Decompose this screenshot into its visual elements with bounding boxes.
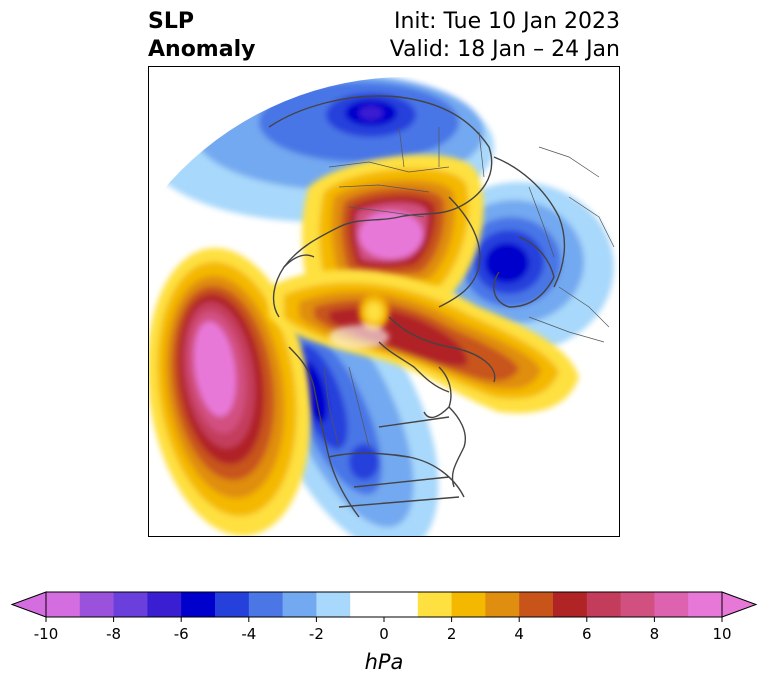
colorbar-over-arrow [721,591,758,618]
colorbar-band [316,592,351,617]
colorbar-band [586,592,622,617]
title-line-slp: SLP [148,9,194,34]
forecast-dates: Init: Tue 10 Jan 2023 Valid: 18 Jan – 24… [390,8,620,64]
valid-range: Valid: 18 Jan – 24 Jan [389,37,620,62]
colorbar-band [688,592,723,617]
colorbar-band [181,592,216,617]
colorbar-ticks: -10 -8 -6 -4 -2 0 2 4 6 8 10 [34,617,732,643]
country-borders [323,126,615,448]
colorbar-band [553,592,588,617]
colorbar-band [147,592,182,617]
colorbar-band [215,592,250,617]
colorbar-unit-label: hPa [365,650,404,674]
colorbar-tick-label: 2 [447,625,457,643]
colorbar-tick-label: -2 [309,625,324,643]
colorbar-tick-label: 0 [379,625,389,643]
slp-anomaly-map [149,77,619,536]
colorbar-band [282,592,317,617]
coastlines [268,95,566,518]
colorbar: -10 -8 -6 -4 -2 0 2 4 6 8 10 hPa [10,591,758,674]
colorbar-band [519,592,554,617]
colorbar-under-arrow [10,591,47,618]
colorbar-tick-label: 10 [712,625,731,643]
colorbar-tick-label: 4 [514,625,524,643]
colorbar-bands [46,592,723,617]
colorbar-band [654,592,689,617]
colorbar-band [79,592,115,617]
colorbar-band [248,592,284,617]
colorbar-band [350,592,419,617]
colorbar-tick-label: -6 [174,625,189,643]
colorbar-band [451,592,486,617]
init-date: Init: Tue 10 Jan 2023 [393,9,620,34]
colorbar-band [620,592,655,617]
colorbar-tick-label: -8 [106,625,121,643]
map-panel [148,66,620,537]
colorbar-band [485,592,520,617]
colorbar-tick-label: -10 [34,625,59,643]
colorbar-band [417,592,453,617]
anomaly-contours [149,77,619,536]
colorbar-tick-label: 8 [650,625,660,643]
colorbar-tick-label: 6 [582,625,592,643]
colorbar-band [46,592,81,617]
title-line-anomaly: Anomaly [148,37,256,62]
colorbar-tick-label: -4 [241,625,256,643]
map-title: SLP Anomaly [148,8,255,64]
colorbar-band [113,592,148,617]
